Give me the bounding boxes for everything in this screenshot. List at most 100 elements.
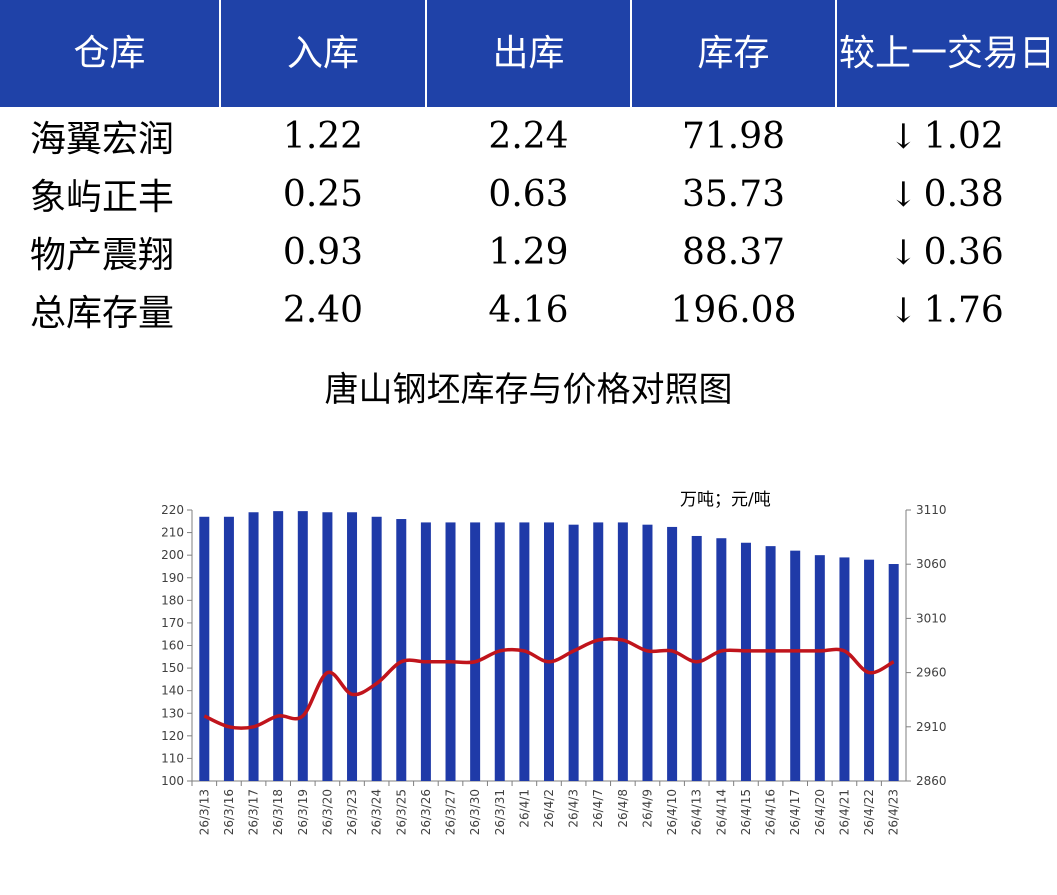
inventory-bar: [765, 546, 776, 781]
down-arrow-icon: ↓: [889, 174, 918, 215]
inventory-bar: [839, 557, 850, 781]
x-tick-label: 26/3/25: [394, 789, 408, 835]
inventory-bar: [814, 555, 825, 781]
left-tick-label: 130: [161, 706, 184, 720]
inbound-value: 0.25: [282, 173, 364, 215]
x-tick-label: 26/3/24: [370, 789, 384, 835]
axis-labels: 100 110 120 130 140 150 160 170 180 190 200 210 220 2…: [161, 503, 946, 835]
table-row: 物产震翔 0.93 1.29 88.37 ↓ 0.36: [0, 223, 1057, 281]
x-tick-label: 26/4/7: [591, 789, 605, 828]
warehouse-name: 总库存量: [30, 293, 175, 334]
left-tick-label: 220: [161, 503, 184, 517]
inventory-bar: [667, 526, 678, 781]
outbound-value: 2.24: [488, 115, 569, 157]
right-tick-label: 3110: [916, 503, 947, 517]
inventory-bar: [888, 564, 899, 781]
inventory-bar: [691, 535, 702, 781]
x-tick-label: 26/3/31: [493, 789, 507, 835]
inventory-bar: [617, 522, 628, 781]
x-tick-label: 26/4/20: [813, 789, 827, 835]
x-tick-label: 26/4/22: [862, 789, 876, 835]
stock-value: 88.37: [681, 231, 786, 273]
price-line-path: [203, 636, 895, 730]
inventory-bar: [593, 522, 604, 781]
price-line: [203, 636, 895, 730]
left-tick-label: 170: [161, 616, 184, 630]
change-cell: ↓ 0.36: [836, 223, 1057, 281]
inventory-bar: [740, 542, 751, 781]
down-arrow-icon: ↓: [889, 232, 918, 273]
chart-title: 唐山钢坯库存与价格对照图: [324, 370, 733, 410]
x-tick-label: 26/4/21: [837, 789, 851, 835]
x-tick-label: 26/4/13: [690, 789, 704, 835]
left-tick-label: 180: [161, 593, 184, 607]
left-tick-label: 100: [161, 774, 184, 788]
header-change: 较上一交易日: [836, 0, 1057, 107]
chart-axes: [187, 509, 911, 786]
outbound-value: 1.29: [488, 231, 569, 273]
inventory-bar: [347, 512, 358, 781]
inventory-bar: [248, 512, 259, 781]
stock-value: 71.98: [681, 115, 786, 157]
inbound-value: 1.22: [282, 115, 364, 157]
warehouse-name: 海翼宏润: [30, 119, 175, 160]
down-arrow-icon: ↓: [889, 290, 918, 331]
inventory-bar: [371, 516, 382, 781]
change-value: 1.76: [923, 289, 1004, 331]
x-tick-label: 26/3/23: [345, 789, 359, 835]
inventory-bars: [199, 511, 899, 781]
table-row: 海翼宏润 1.22 2.24 71.98 ↓ 1.02: [0, 107, 1057, 165]
header-stock: 库存: [631, 0, 837, 107]
x-tick-label: 26/4/2: [542, 789, 556, 828]
table-row: 总库存量 2.40 4.16 196.08 ↓ 1.76: [0, 281, 1057, 339]
table-row: 象屿正丰 0.25 0.63 35.73 ↓ 0.38: [0, 165, 1057, 223]
outbound-value: 0.63: [488, 173, 569, 215]
inventory-bar: [396, 519, 407, 781]
left-tick-label: 140: [161, 684, 184, 698]
right-tick-label: 3010: [916, 611, 947, 625]
x-tick-label: 26/4/17: [788, 789, 802, 835]
inventory-bar: [273, 511, 284, 781]
x-tick-label: 26/4/14: [714, 789, 728, 835]
inventory-bar: [445, 522, 456, 781]
warehouse-name: 象屿正丰: [30, 177, 175, 218]
change-value: 1.02: [923, 115, 1004, 157]
x-tick-label: 26/4/16: [764, 789, 778, 835]
x-tick-label: 26/4/10: [665, 789, 679, 835]
x-tick-label: 26/3/26: [419, 789, 433, 835]
inventory-bar: [297, 511, 308, 781]
x-tick-label: 26/3/18: [271, 789, 285, 835]
left-tick-label: 210: [161, 526, 184, 540]
x-tick-label: 26/3/17: [247, 789, 261, 835]
stock-value: 35.73: [681, 173, 786, 215]
inventory-bar: [223, 516, 234, 781]
left-tick-label: 160: [161, 639, 184, 653]
unit-label: 万吨；元/吨: [680, 490, 771, 510]
change-cell: ↓ 1.02: [836, 107, 1057, 165]
inventory-table: 仓库 入库 出库 库存 较上一交易日 海翼宏润 1.22 2.24 71.98 …: [0, 0, 1057, 339]
x-tick-label: 26/3/27: [444, 789, 458, 835]
x-tick-label: 26/3/16: [222, 789, 236, 835]
inventory-bar: [420, 522, 431, 781]
x-tick-label: 26/3/13: [197, 789, 211, 835]
left-tick-label: 190: [161, 571, 184, 585]
header-outbound: 出库: [426, 0, 632, 107]
x-tick-label: 26/3/19: [296, 789, 310, 835]
x-tick-label: 26/4/9: [640, 789, 654, 828]
inventory-bar: [322, 512, 333, 781]
right-tick-label: 3060: [916, 557, 947, 571]
left-tick-label: 120: [161, 729, 184, 743]
x-tick-label: 26/4/15: [739, 789, 753, 835]
x-tick-label: 26/4/3: [567, 789, 581, 828]
x-tick-label: 26/4/23: [887, 789, 901, 835]
inbound-value: 0.93: [282, 231, 364, 273]
x-tick-label: 26/4/1: [517, 789, 531, 828]
change-cell: ↓ 1.76: [836, 281, 1057, 339]
change-value: 0.36: [923, 231, 1004, 273]
x-tick-label: 26/4/8: [616, 789, 630, 828]
inbound-value: 2.40: [282, 289, 364, 331]
right-tick-label: 2910: [916, 720, 947, 734]
left-tick-label: 110: [161, 751, 184, 765]
right-tick-label: 2860: [916, 774, 947, 788]
